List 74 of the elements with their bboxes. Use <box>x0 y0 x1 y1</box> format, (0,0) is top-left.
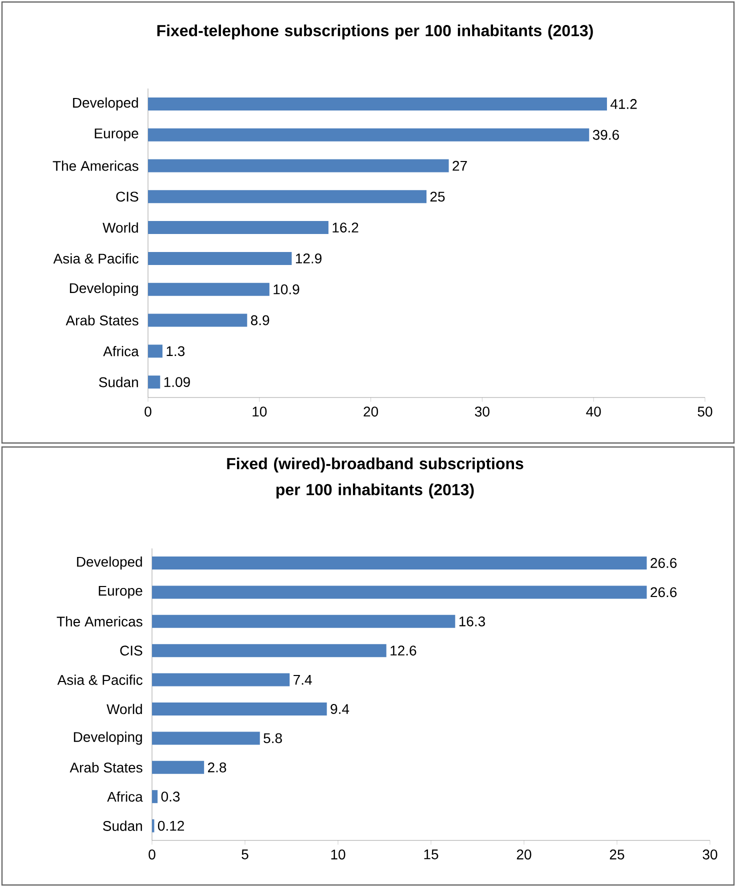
x-tick-label: 20 <box>364 406 378 417</box>
bar <box>148 252 292 265</box>
y-tick-label: CIS <box>120 646 142 656</box>
bar <box>152 556 647 570</box>
data-label: 39.6 <box>592 130 619 140</box>
x-tick-label: 10 <box>331 850 346 860</box>
bar <box>152 760 204 774</box>
y-tick-label: Arab States <box>70 762 142 773</box>
data-label: 1.3 <box>166 346 185 356</box>
bar <box>152 673 290 686</box>
x-tick-label: 40 <box>586 406 601 417</box>
y-tick-label: Europe <box>98 586 142 598</box>
data-label: 8.9 <box>250 315 270 326</box>
bar <box>148 376 160 389</box>
y-tick-label: The Americas <box>52 160 138 171</box>
x-tick-label: 0 <box>148 850 156 860</box>
data-label: 27 <box>452 160 467 171</box>
y-tick-label: World <box>106 704 142 714</box>
bar <box>152 732 260 745</box>
data-label: 12.9 <box>296 253 322 264</box>
data-label: 16.2 <box>332 222 358 233</box>
data-label: 10.9 <box>274 284 300 294</box>
bar <box>152 614 456 628</box>
y-tick-label: Sudan <box>99 376 138 388</box>
data-label: 12.6 <box>390 646 416 656</box>
data-label: 9.4 <box>330 704 350 714</box>
x-tick-label: 25 <box>610 850 624 860</box>
y-tick-label: Africa <box>107 791 143 802</box>
bar <box>148 282 270 296</box>
x-tick-label: 50 <box>698 406 712 417</box>
y-tick-label: Europe <box>94 128 138 142</box>
y-tick-label: Developed <box>77 556 142 570</box>
bar <box>148 221 328 234</box>
y-tick-label: Asia & Pacific <box>57 674 142 685</box>
data-label: 0.3 <box>161 792 180 802</box>
x-tick-label: 5 <box>242 850 248 860</box>
x-tick-label: 0 <box>144 406 152 417</box>
x-tick-label: 30 <box>474 406 490 417</box>
y-tick-label: The Americas <box>56 616 142 627</box>
data-label: 26.6 <box>650 558 677 568</box>
bar <box>152 702 327 716</box>
data-label: 16.3 <box>459 616 485 626</box>
bar <box>152 586 647 599</box>
data-label: 1.09 <box>164 377 190 388</box>
y-tick-label: Africa <box>103 346 139 356</box>
data-label: 25 <box>430 192 445 202</box>
data-label: 2.8 <box>208 762 226 772</box>
data-label: 5.8 <box>264 733 282 744</box>
data-label: 7.4 <box>294 674 312 685</box>
bar <box>152 790 158 804</box>
chart-title: Fixed (wired)-broadband subscriptions per 100 inhabitants (2013) <box>227 458 524 498</box>
y-tick-label: Sudan <box>103 820 142 831</box>
x-tick-label: 10 <box>252 406 267 417</box>
x-tick-label: 20 <box>516 850 532 860</box>
y-tick-label: Developed <box>73 97 138 110</box>
bar <box>148 314 248 327</box>
bar <box>148 190 426 204</box>
data-label: 26.6 <box>650 587 677 598</box>
data-label: 0.12 <box>158 820 184 831</box>
data-label: 41.2 <box>610 99 637 109</box>
y-tick-label: CIS <box>116 192 138 202</box>
bar <box>148 159 449 172</box>
x-tick-label: 15 <box>424 850 438 860</box>
y-tick-label: Developing <box>70 282 138 296</box>
bar <box>148 97 607 110</box>
x-tick-label: 30 <box>702 850 718 860</box>
y-tick-label: World <box>102 222 138 233</box>
y-tick-label: Asia & Pacific <box>53 253 138 264</box>
bar <box>148 128 590 142</box>
chart-title: Fixed-telephone subscriptions per 100 inhabitants (2013) <box>157 24 593 40</box>
y-tick-label: Arab States <box>66 315 138 326</box>
bar <box>152 644 386 658</box>
y-tick-label: Developing <box>74 732 142 745</box>
bar <box>148 344 162 358</box>
